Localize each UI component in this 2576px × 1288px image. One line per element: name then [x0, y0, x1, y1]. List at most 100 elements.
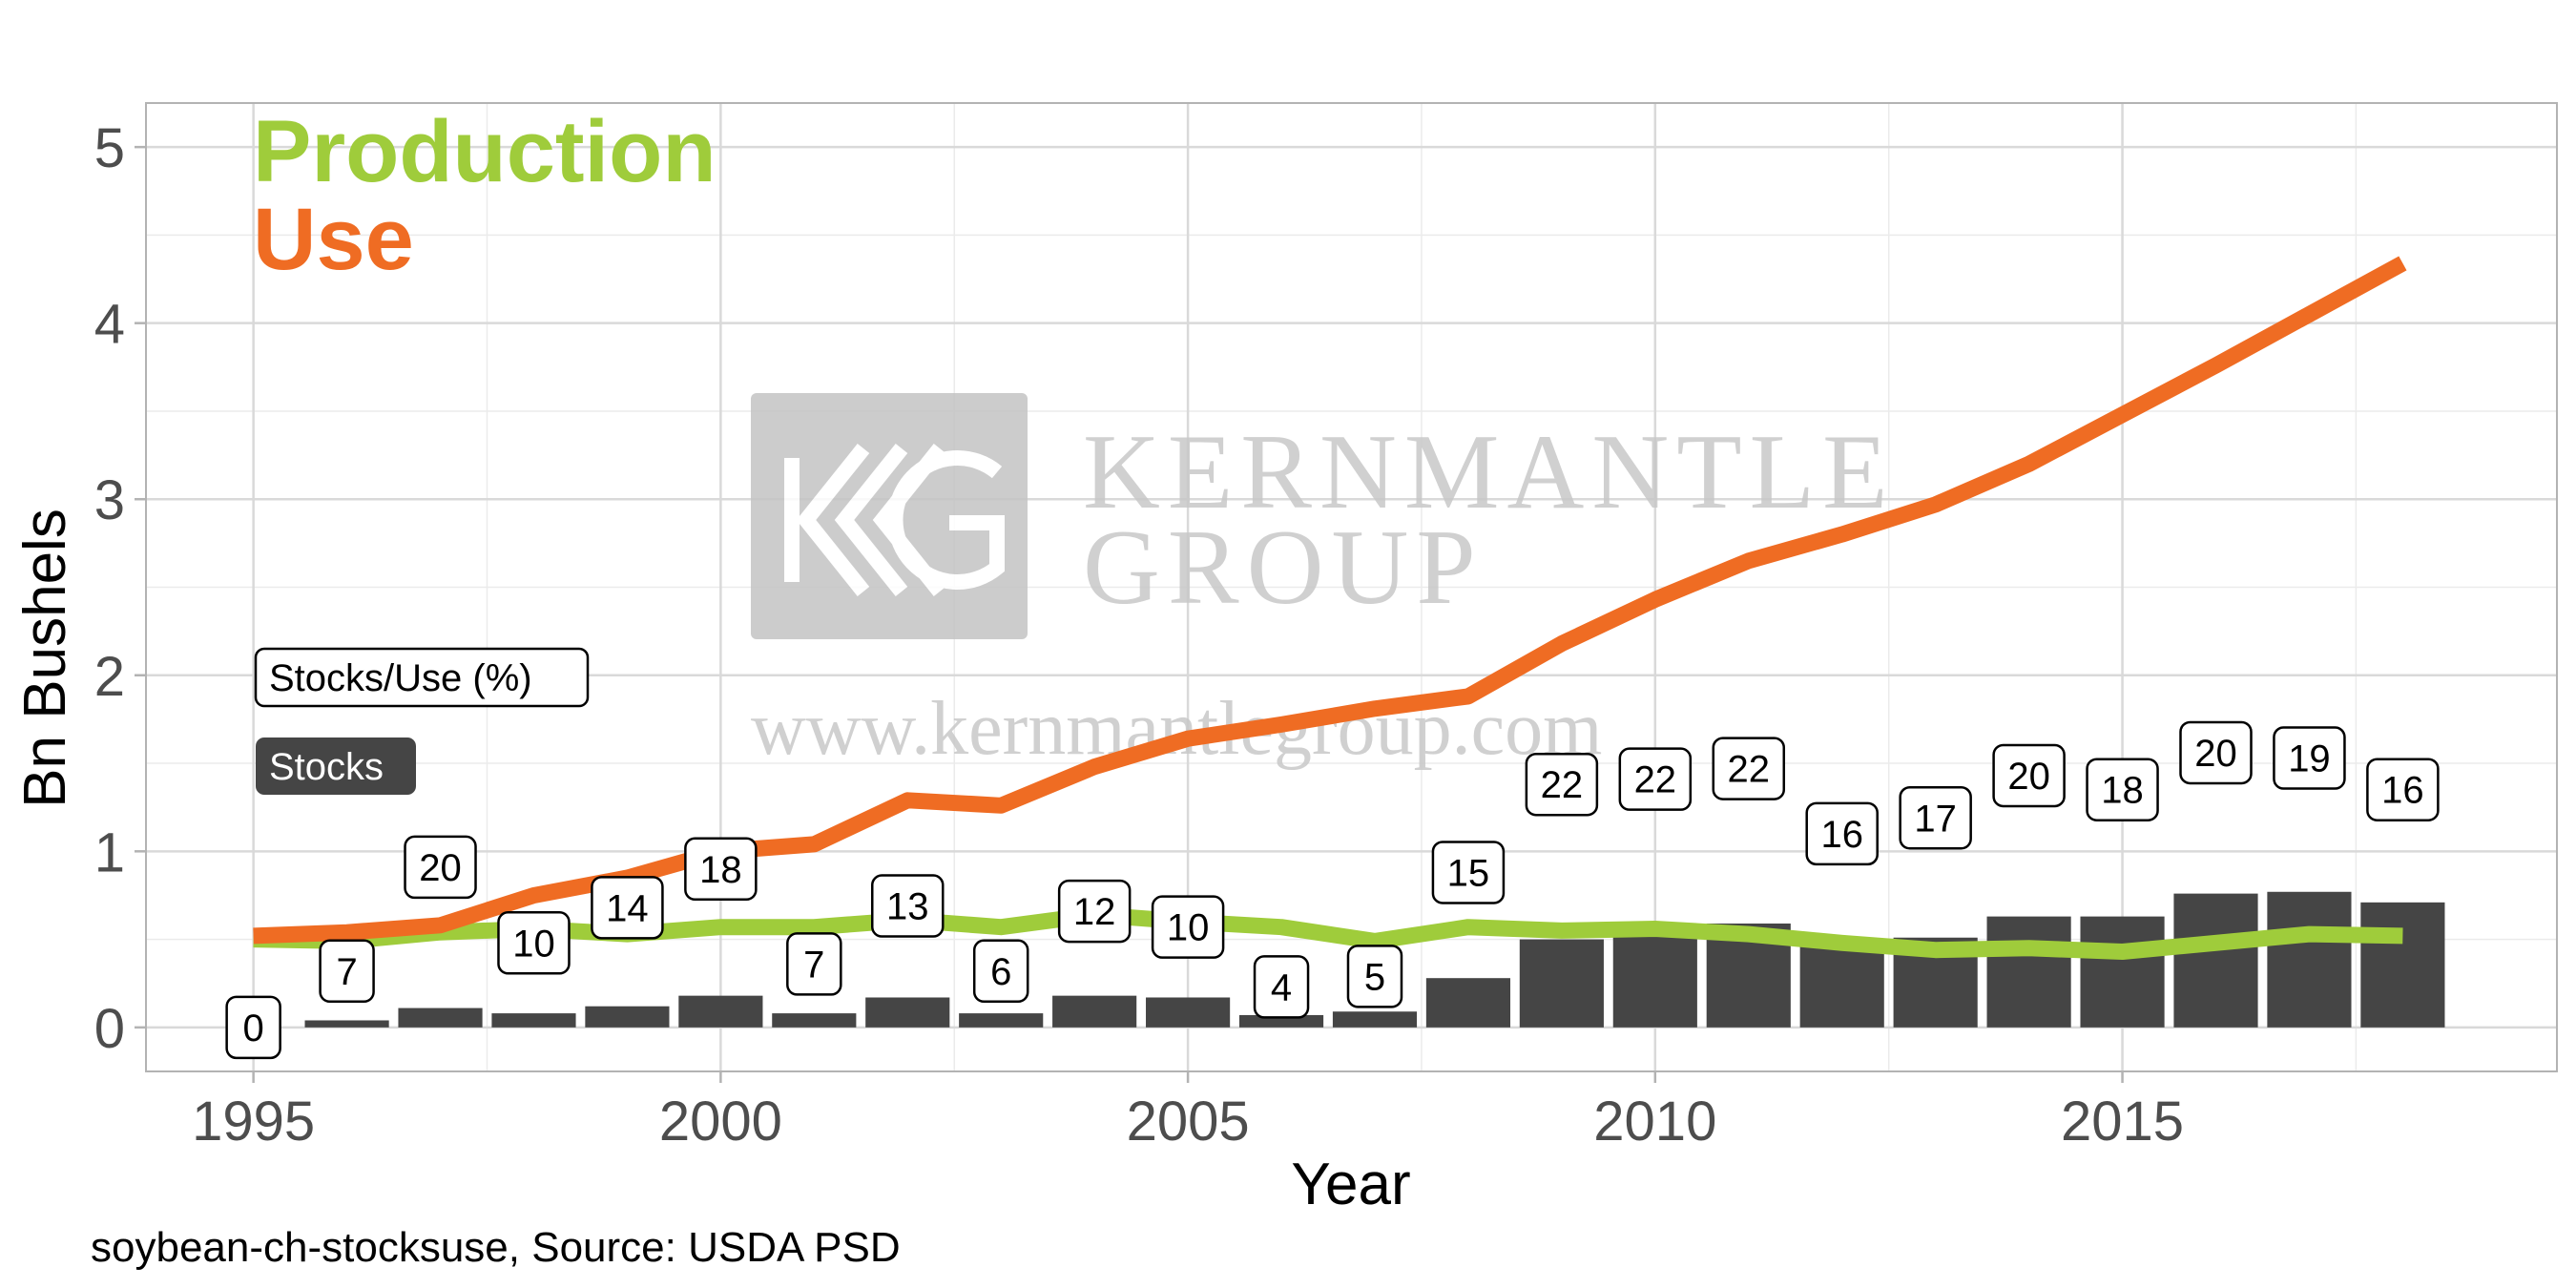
stocks-use-label: 18	[684, 837, 758, 902]
y-tick-label: 5	[94, 117, 125, 179]
stocks-key-box	[256, 737, 416, 795]
stocks-use-label-text: 17	[1914, 798, 1957, 840]
stocks-use-label-box	[1805, 801, 1879, 866]
x-axis: 1995 2000 2005 2010 2015	[192, 1071, 2184, 1153]
stocks-use-label-box	[1992, 743, 2066, 808]
stocks-use-label-box	[1618, 747, 1693, 811]
watermark-line1: KERNMANTLE	[1083, 413, 1895, 531]
stocks-use-label-text: 20	[2194, 733, 2237, 775]
x-tick-label: 2000	[659, 1091, 782, 1153]
x-tick-label: 2010	[1593, 1091, 1716, 1153]
stocks-use-label: 5	[1346, 945, 1403, 1008]
stocks-use-label-text: 22	[1728, 749, 1771, 791]
stocks-use-label: 17	[1899, 786, 1972, 850]
stocks-bar	[304, 1020, 389, 1028]
stocks-use-label-box	[1431, 841, 1506, 904]
stocks-bar	[772, 1013, 857, 1028]
caption: soybean-ch-stocksuse, Source: USDA PSD	[91, 1224, 901, 1271]
x-tick-label: 2015	[2061, 1091, 2184, 1153]
stocks-use-label-text: 10	[1167, 907, 1210, 949]
stocks-use-label-box	[2273, 726, 2346, 790]
y-tick-label: 2	[94, 646, 125, 708]
stocks-use-label-box	[1525, 752, 1599, 817]
stocks-use-label: 22	[1525, 752, 1599, 817]
stocks-use-label: 16	[2366, 758, 2440, 821]
stocks-use-label-text: 16	[2381, 770, 2424, 812]
stocks-use-label-box	[1253, 955, 1310, 1019]
legend-production: Production	[253, 103, 717, 200]
y-axis-title: Bn Bushels	[12, 509, 78, 808]
stocks-use-label: 0	[225, 995, 281, 1060]
stocks-bar	[2173, 893, 2258, 1028]
stocks-use-label-text: 5	[1364, 956, 1385, 998]
stocks-use-label-text: 0	[243, 1008, 264, 1049]
stocks-use-label: 6	[972, 939, 1029, 1004]
stocks-bar	[2360, 902, 2445, 1028]
stocks-use-label-box	[319, 939, 375, 1004]
x-tick-label: 2005	[1127, 1091, 1250, 1153]
stocks-use-label-box	[1151, 895, 1225, 959]
stocks-use-label: 7	[319, 939, 375, 1004]
stocks-use-label-text: 22	[1634, 759, 1677, 801]
stocks-bar	[1146, 997, 1231, 1028]
stocks-use-label: 19	[2273, 726, 2346, 790]
stocks-use-label-text: 13	[886, 886, 929, 928]
stocks-use-label-text: 10	[512, 923, 555, 965]
stocks-use-label: 18	[2086, 758, 2159, 821]
stocks-use-label-text: 15	[1447, 852, 1490, 894]
stocks-use-label-text: 12	[1073, 891, 1116, 933]
stocks-use-label: 15	[1431, 841, 1506, 904]
x-tick-label: 1995	[192, 1091, 315, 1153]
stocks-use-label-box	[591, 876, 664, 940]
stocks-use-label: 10	[1151, 895, 1225, 959]
watermark-line2: GROUP	[1083, 509, 1484, 627]
stocks-use-label-text: 20	[419, 847, 462, 889]
stocks-bar	[1425, 978, 1511, 1028]
stocks-use-label: 20	[404, 835, 477, 900]
stocks-use-label: 22	[1618, 747, 1693, 811]
stocks-use-label-text: 7	[336, 951, 357, 993]
y-tick-label: 0	[94, 998, 125, 1060]
stocks-bar	[1612, 934, 1697, 1028]
stocks-use-label-box	[1712, 737, 1786, 800]
x-axis-title: Year	[1291, 1152, 1410, 1217]
stocks-bar	[491, 1013, 576, 1028]
y-tick-label: 1	[94, 821, 125, 883]
stocks-use-label-text: 20	[2007, 756, 2050, 798]
stocks-use-label-box	[225, 995, 281, 1060]
stocks-use-label-box	[404, 835, 477, 900]
stocks-bar	[959, 1013, 1044, 1028]
stocks-use-label-text: 16	[1820, 814, 1863, 856]
stocks-bar	[2080, 916, 2165, 1028]
watermark: KERNMANTLE GROUP www.kernmantlegroup.com	[751, 393, 1895, 771]
stocks-bar	[585, 1006, 670, 1028]
stocks-use-label-box	[1346, 945, 1403, 1008]
stocks-use-key: Stocks/Use (%)	[269, 657, 532, 699]
stocks-key: Stocks	[269, 746, 384, 788]
stocks-use-label-box	[2179, 720, 2253, 785]
stocks-use-label: 12	[1057, 879, 1132, 944]
stocks-bar	[2267, 891, 2352, 1028]
stocks-use-label-text: 19	[2288, 738, 2331, 780]
stocks-bar	[1332, 1011, 1418, 1028]
stocks-use-label-text: 6	[990, 951, 1011, 993]
stocks-use-label-box	[1899, 786, 1972, 850]
stocks-use-label-box	[871, 874, 945, 938]
stocks-use-label-box	[497, 911, 571, 975]
stocks-bar	[1519, 939, 1604, 1028]
stocks-bars	[304, 891, 2445, 1028]
stocks-use-label-box	[972, 939, 1029, 1004]
stocks-use-label: 16	[1805, 801, 1879, 866]
stocks-bar	[1052, 995, 1137, 1028]
stocks-use-label: 20	[2179, 720, 2253, 785]
stocks-use-label-box	[1057, 879, 1132, 944]
stocks-use-label-box	[684, 837, 758, 902]
grid	[146, 103, 2557, 1071]
stocks-use-label-text: 7	[803, 944, 824, 986]
stocks-bar	[398, 1008, 483, 1028]
stocks-bar	[1799, 945, 1884, 1028]
stocks-use-label: 13	[871, 874, 945, 938]
legend-use: Use	[253, 191, 414, 288]
